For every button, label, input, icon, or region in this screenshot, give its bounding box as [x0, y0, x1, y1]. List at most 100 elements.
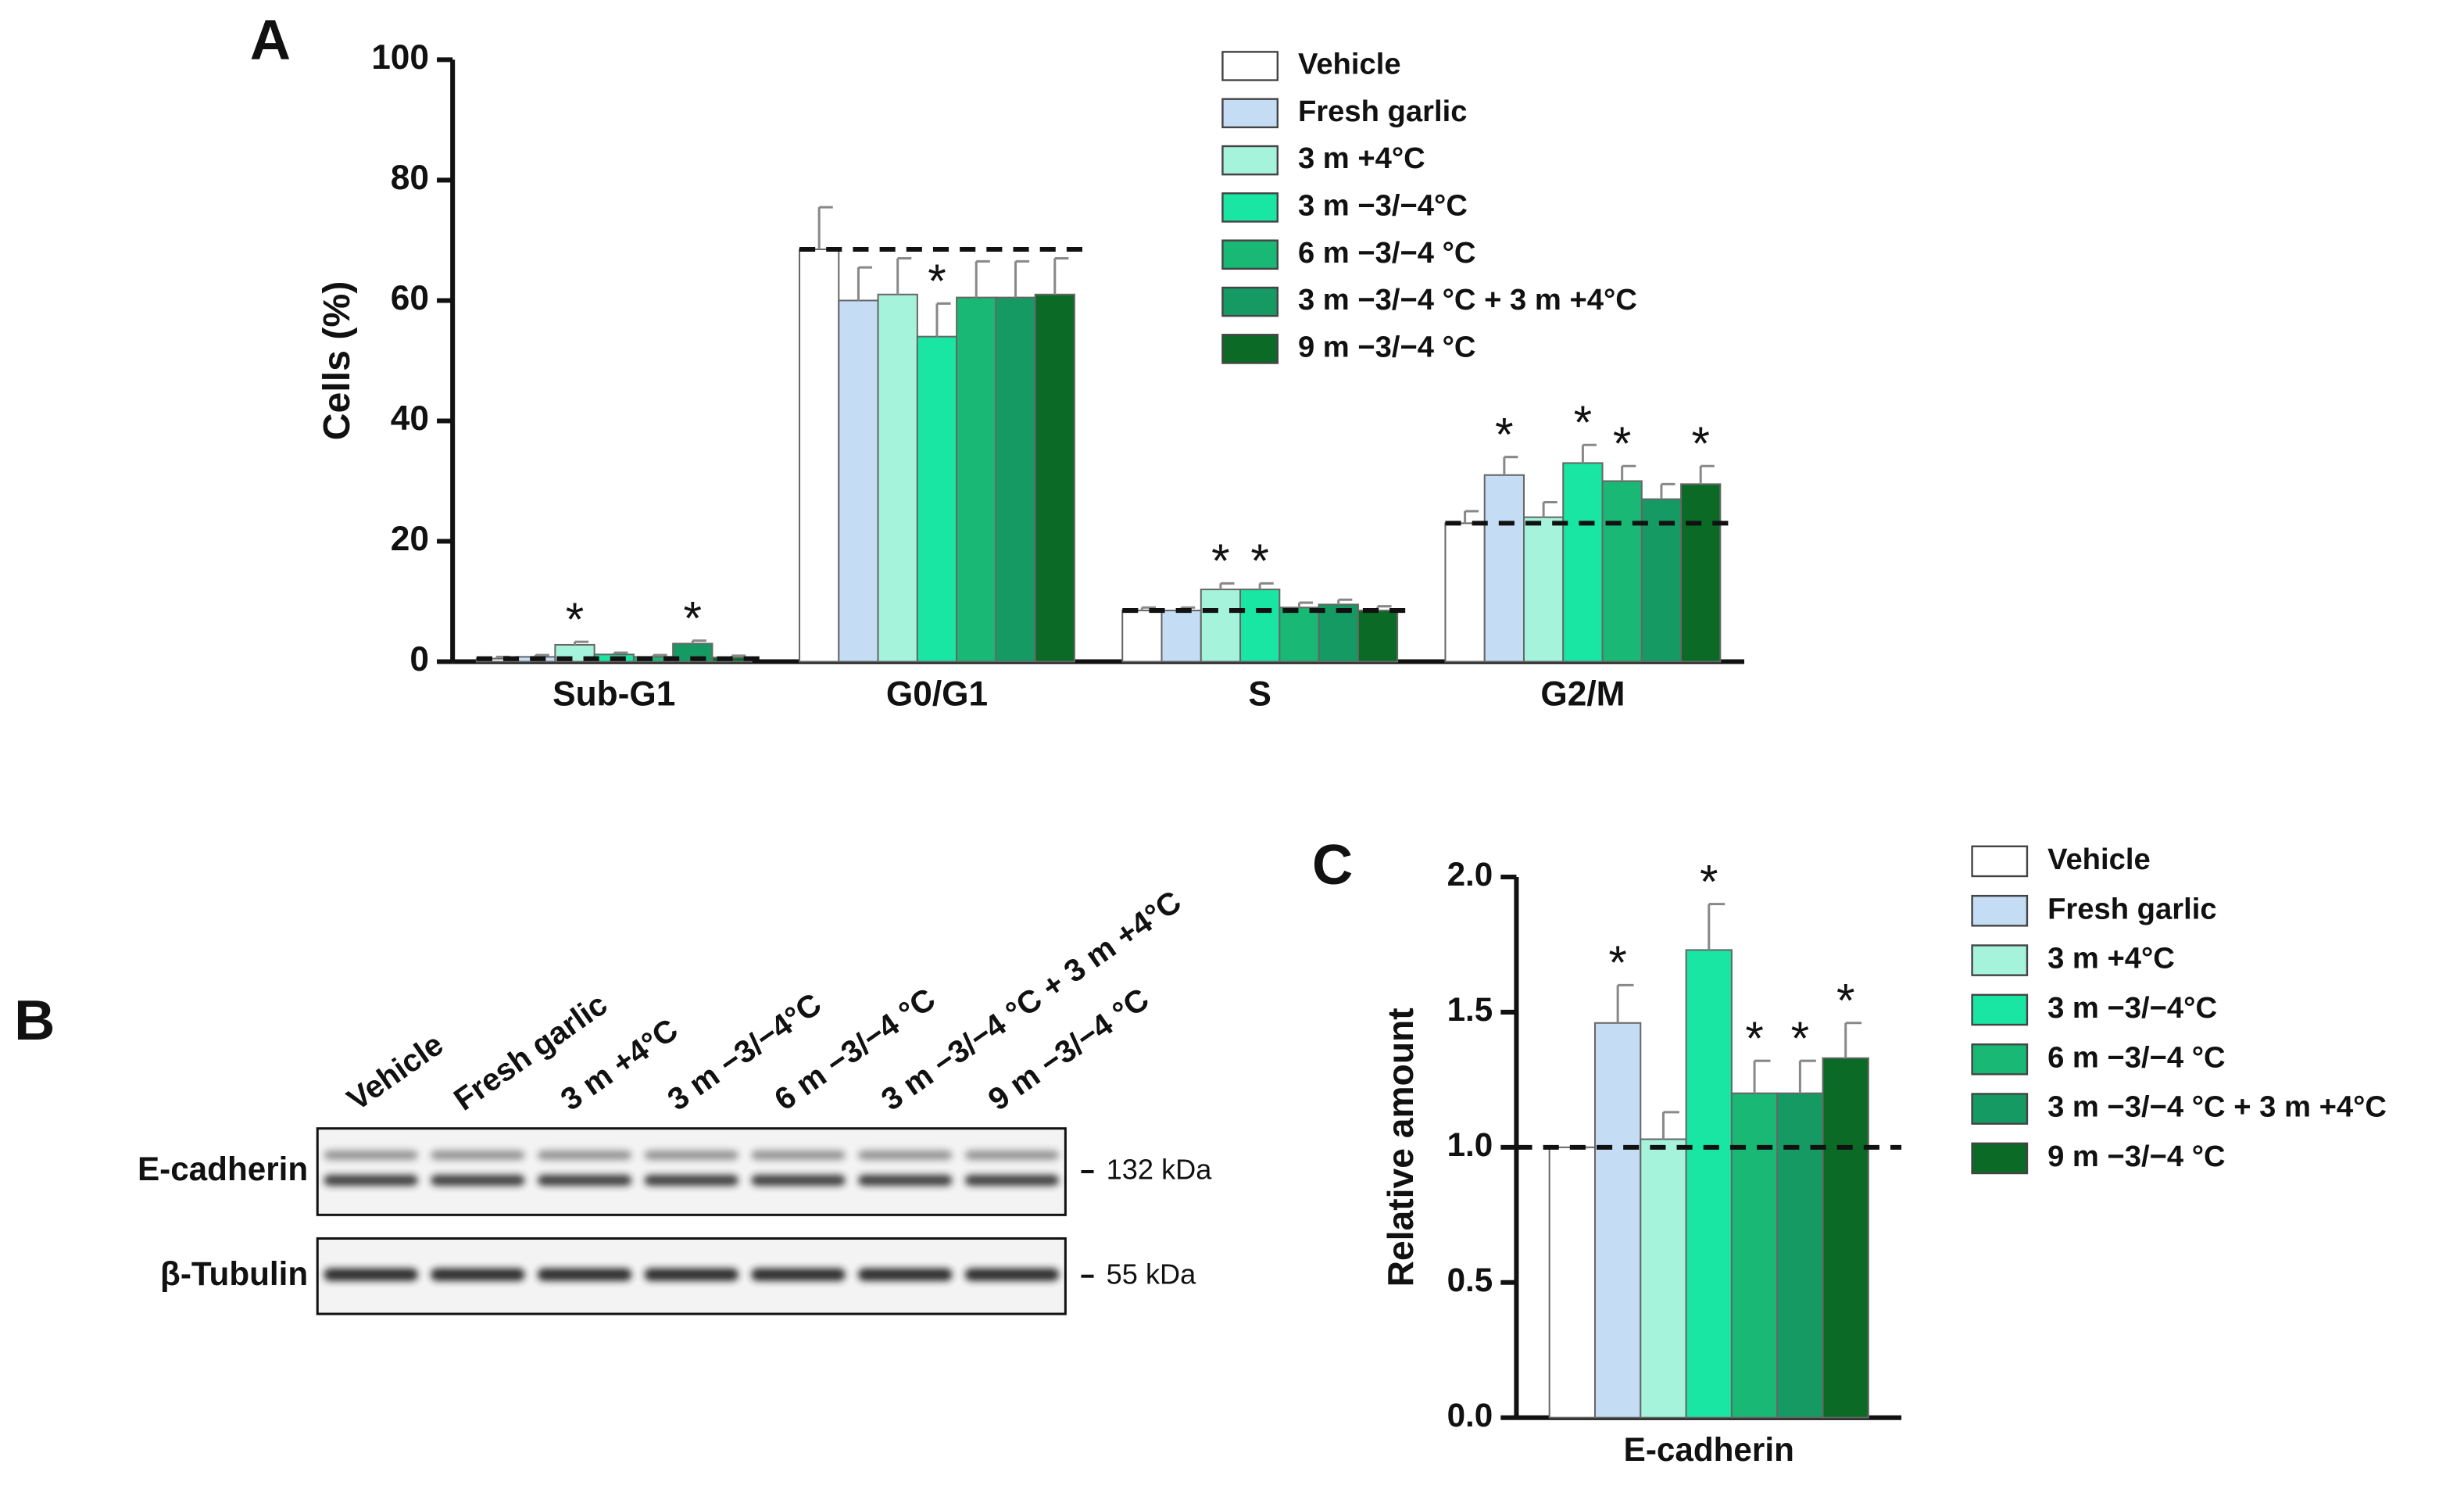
- y-tick-label: 60: [391, 279, 429, 317]
- blot-band: [858, 1175, 953, 1187]
- significance-marker: *: [566, 592, 584, 646]
- x-tick-label: G0/G1: [886, 675, 988, 713]
- legend-label: 3 m +4°C: [2047, 942, 2175, 975]
- legend-label: Fresh garlic: [1298, 95, 1467, 128]
- bar: [1121, 610, 1163, 663]
- error-bar: [1297, 601, 1314, 608]
- error-bar: [1014, 260, 1030, 298]
- significance-marker: *: [1836, 974, 1854, 1027]
- significance-marker: *: [1691, 417, 1709, 470]
- significance-marker: *: [928, 254, 946, 307]
- blot-band: [751, 1268, 846, 1281]
- error-bar: [573, 640, 589, 645]
- legend-label: Fresh garlic: [2047, 892, 2216, 925]
- blot-band: [324, 1150, 418, 1160]
- x-tick-label: G2/M: [1540, 675, 1625, 713]
- error-bar: [1542, 500, 1557, 517]
- error-bar: [1798, 1059, 1816, 1093]
- error-bar: [1219, 582, 1235, 590]
- blot-band: [324, 1175, 418, 1187]
- legend-swatch: [1971, 1142, 2029, 1175]
- legend-swatch: [1971, 944, 2029, 976]
- legend-swatch: [1971, 894, 2029, 927]
- y-tick-label: 2.0: [1447, 856, 1493, 893]
- legend-label: 6 m −3/−4 °C: [1298, 236, 1476, 270]
- legend-swatch: [1221, 51, 1279, 81]
- bar: [1278, 607, 1320, 663]
- legend-swatch: [1971, 1043, 2029, 1076]
- legend-label: 3 m −3/−4 °C + 3 m +4°C: [2047, 1090, 2387, 1124]
- significance-marker: *: [684, 591, 702, 644]
- bar: [799, 248, 840, 663]
- blot-band: [858, 1268, 953, 1281]
- error-bar: [1661, 1111, 1679, 1140]
- bar: [1601, 480, 1643, 663]
- y-tick-label: 0.0: [1447, 1397, 1493, 1434]
- bar: [1822, 1057, 1869, 1419]
- y-tick-label: 100: [371, 38, 429, 77]
- bar: [1357, 610, 1399, 663]
- blot-band: [644, 1150, 738, 1160]
- legend-label: 3 m −3/−4°C: [2047, 991, 2217, 1025]
- error-bar: [691, 639, 706, 644]
- bar: [956, 296, 997, 663]
- bar: [877, 293, 918, 663]
- y-tick-label: 80: [391, 159, 429, 197]
- bar: [1200, 589, 1242, 663]
- y-tick-label: 0: [409, 640, 429, 678]
- blot-band: [537, 1268, 632, 1281]
- bar: [1444, 522, 1486, 663]
- row-label: β-Tubulin: [160, 1255, 308, 1292]
- bar: [1034, 293, 1075, 663]
- error-bar: [1337, 598, 1353, 605]
- y-axis-label: Cells (%): [316, 281, 358, 441]
- y-tick-label: 20: [391, 520, 429, 558]
- bar: [1483, 474, 1525, 663]
- bar: [1160, 610, 1202, 663]
- blot-band: [964, 1268, 1060, 1281]
- legend-swatch: [1971, 993, 2029, 1026]
- error-bar: [1503, 456, 1518, 475]
- legend-label: Vehicle: [2047, 843, 2151, 876]
- y-tick-label: 0.5: [1447, 1262, 1493, 1298]
- significance-marker: *: [1745, 1011, 1763, 1065]
- error-bar: [817, 206, 833, 249]
- significance-marker: *: [1613, 417, 1631, 470]
- blot-band: [537, 1150, 632, 1160]
- blot-frame: [316, 1127, 1067, 1216]
- x-tick-label: E-cadherin: [1624, 1431, 1794, 1468]
- significance-marker: *: [1250, 534, 1268, 587]
- legend-label: 3 m −3/−4°C: [1298, 189, 1468, 223]
- panel-label: B: [14, 989, 55, 1052]
- blot-band: [644, 1268, 738, 1281]
- legend-swatch: [1221, 145, 1279, 176]
- lane-label: Vehicle: [341, 1026, 449, 1117]
- significance-marker: *: [1574, 396, 1592, 449]
- bar: [1318, 603, 1359, 663]
- legend-label: 3 m −3/−4 °C + 3 m +4°C: [1298, 283, 1637, 317]
- legend-label: 6 m −3/−4 °C: [2047, 1040, 2226, 1074]
- legend-swatch: [1221, 192, 1279, 223]
- bar: [1548, 1146, 1596, 1419]
- blot-band: [751, 1150, 846, 1160]
- error-bar: [1708, 903, 1726, 950]
- y-tick-label: 1.5: [1447, 991, 1493, 1028]
- significance-marker: *: [1608, 936, 1626, 989]
- bar: [1685, 949, 1733, 1419]
- legend-label: 9 m −3/−4 °C: [1298, 330, 1476, 363]
- legend-swatch: [1221, 334, 1279, 364]
- blot-band: [431, 1268, 525, 1281]
- error-bar: [1660, 482, 1675, 499]
- significance-marker: *: [1700, 854, 1718, 907]
- error-bar: [1753, 1059, 1771, 1093]
- blot-band: [964, 1150, 1060, 1160]
- panel-label: C: [1312, 833, 1353, 897]
- blot-band: [431, 1175, 525, 1187]
- bar: [1239, 589, 1281, 663]
- bar: [1562, 462, 1604, 663]
- legend-swatch: [1971, 1093, 2029, 1125]
- significance-marker: *: [1791, 1011, 1809, 1065]
- blot-band: [644, 1175, 738, 1187]
